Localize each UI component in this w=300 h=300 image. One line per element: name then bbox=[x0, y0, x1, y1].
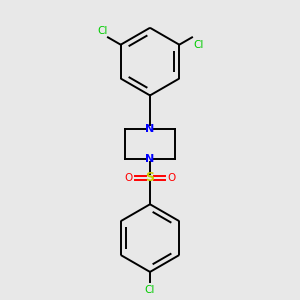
Text: S: S bbox=[146, 171, 154, 184]
Text: N: N bbox=[146, 124, 154, 134]
Text: O: O bbox=[125, 173, 133, 183]
Text: N: N bbox=[146, 154, 154, 164]
Text: O: O bbox=[167, 173, 175, 183]
Text: Cl: Cl bbox=[194, 40, 204, 50]
Text: Cl: Cl bbox=[98, 26, 108, 36]
Text: Cl: Cl bbox=[145, 285, 155, 295]
